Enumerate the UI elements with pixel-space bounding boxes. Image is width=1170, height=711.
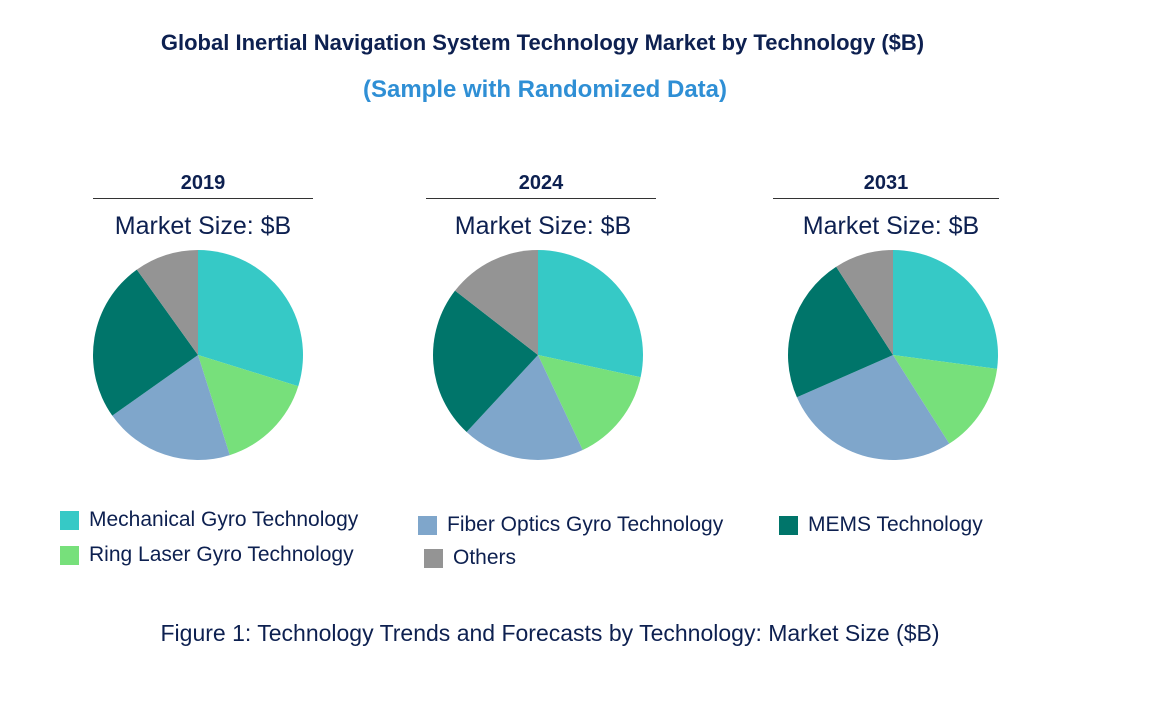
legend-label: Ring Laser Gyro Technology: [89, 543, 354, 566]
pie-title-2024: 2024: [426, 172, 656, 199]
legend-label: Mechanical Gyro Technology: [89, 508, 359, 531]
pie-slice-2024-mems-technology: [433, 290, 538, 432]
pie-slice-2031-ring-laser-gyro-technology: [893, 355, 998, 444]
legend-item-others: Others: [424, 546, 516, 570]
pie-title-2031: 2031: [773, 172, 999, 199]
pie-slice-2031-mechanical-gyro-technology: [893, 250, 999, 369]
pie-slice-2024-others: [455, 250, 538, 355]
legend-item-mechanical: Mechanical Gyro Technology: [60, 508, 358, 532]
legend-swatch: [418, 515, 437, 535]
chart-subtitle: (Sample with Randomized Data): [362, 76, 728, 103]
pie-slice-2031-mems-technology: [787, 266, 893, 398]
pie-slice-2031-others: [836, 250, 893, 355]
market-size-label-2031: Market Size: $B: [802, 212, 980, 240]
pie-title-2019: 2019: [93, 172, 313, 199]
pie-slice-2019-ring-laser-gyro-technology: [198, 355, 299, 456]
market-size-label-2024: Market Size: $B: [454, 212, 632, 240]
legend-swatch: [424, 548, 443, 568]
pie-slice-2024-fiber-optics-gyro-technology: [466, 355, 583, 460]
legend-swatch: [60, 510, 79, 530]
legend-item-fiber-optics: Fiber Optics Gyro Technology: [418, 513, 723, 537]
pie-slice-2019-mems-technology: [92, 269, 198, 416]
pie-slice-2024-mechanical-gyro-technology: [538, 250, 643, 378]
pie-slice-2031-fiber-optics-gyro-technology: [796, 355, 950, 460]
market-size-label-2019: Market Size: $B: [114, 212, 292, 240]
legend-swatch: [779, 515, 798, 535]
legend-item-ring-laser: Ring Laser Gyro Technology: [60, 543, 354, 567]
legend-item-mems: MEMS Technology: [779, 513, 983, 537]
figure-caption: Figure 1: Technology Trends and Forecast…: [160, 620, 940, 646]
legend-label: MEMS Technology: [808, 513, 983, 536]
pie-slice-2019-mechanical-gyro-technology: [198, 250, 303, 387]
legend-swatch: [60, 545, 79, 565]
pie-slice-2019-others: [136, 250, 198, 355]
chart-title: Global Inertial Navigation System Techno…: [160, 30, 925, 55]
legend-label: Others: [453, 546, 517, 569]
pie-slice-2019-fiber-optics-gyro-technology: [112, 355, 230, 461]
pie-slice-2024-ring-laser-gyro-technology: [538, 355, 641, 451]
legend-label: Fiber Optics Gyro Technology: [447, 513, 724, 536]
